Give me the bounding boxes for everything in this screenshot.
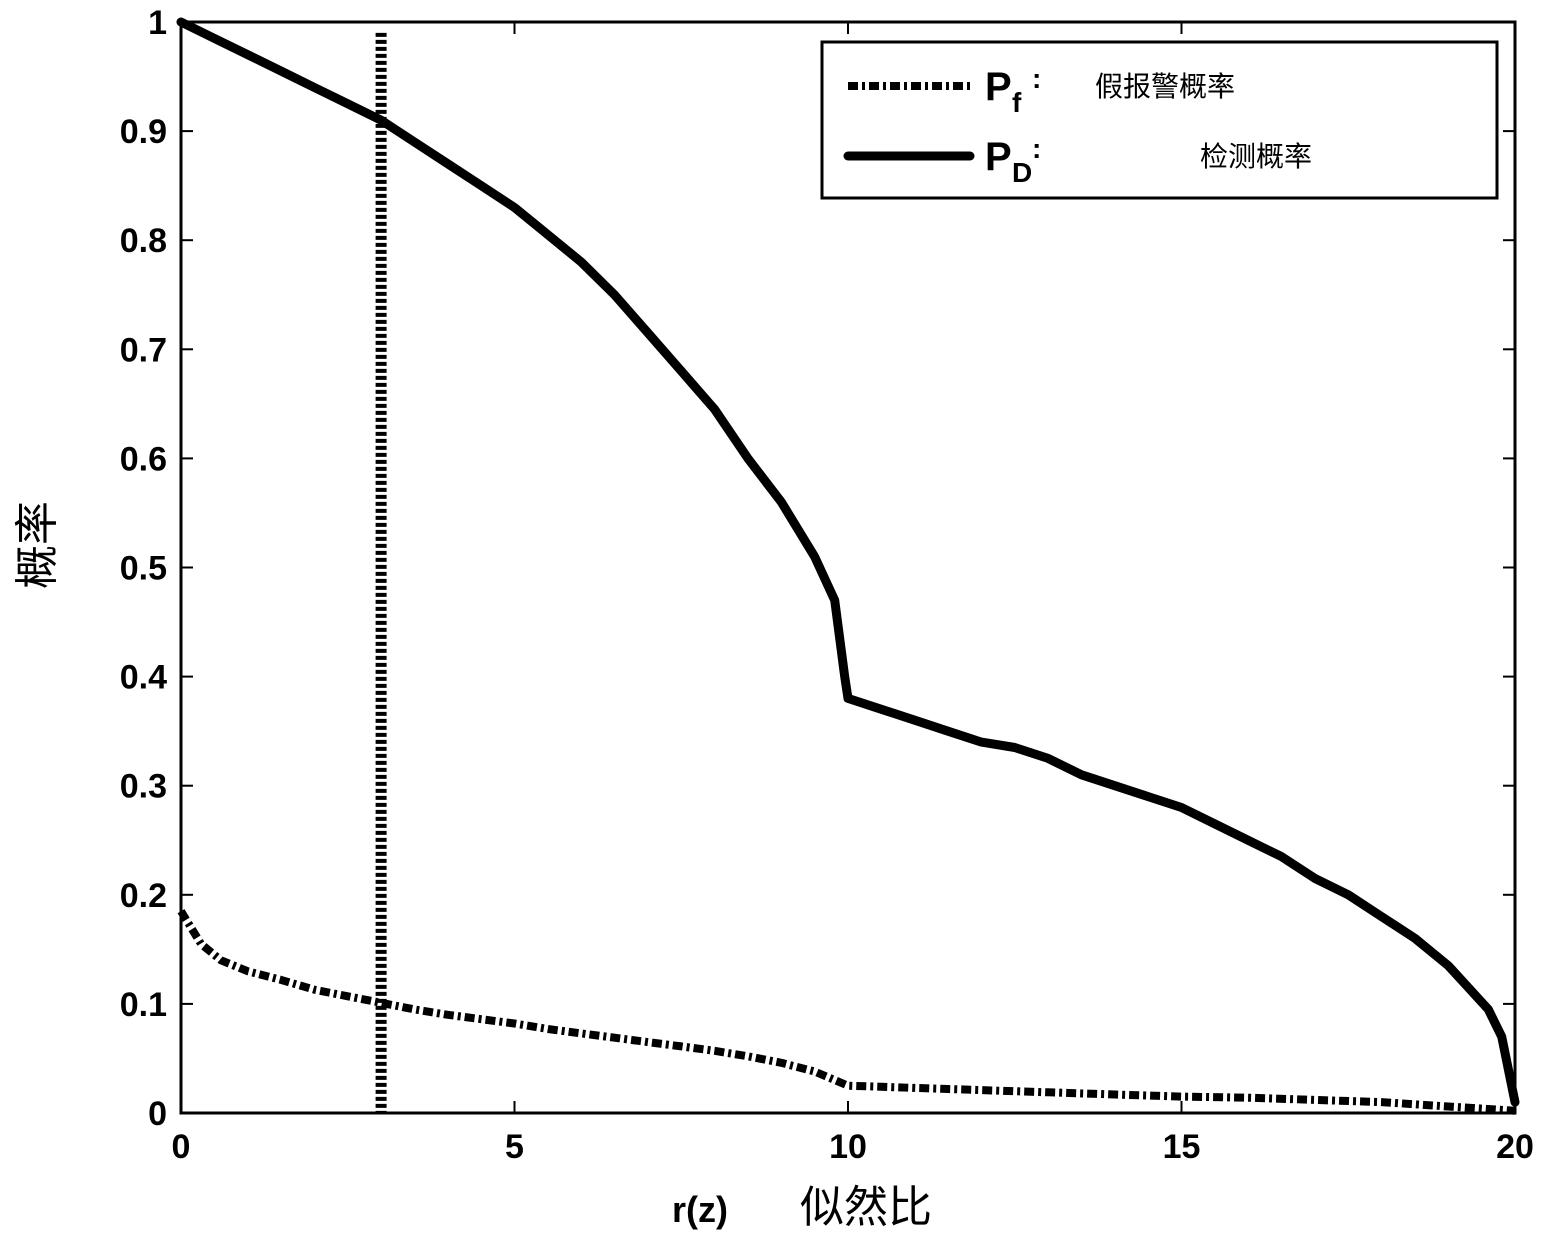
y-tick-label: 0.7 xyxy=(120,331,167,369)
series-line-f xyxy=(181,911,1515,1111)
x-tick-label: 10 xyxy=(829,1128,867,1166)
y-axis-label: 概率 xyxy=(12,501,63,589)
x-axis-label-cn: 似然比 xyxy=(800,1182,932,1233)
y-tick-label: 0 xyxy=(148,1095,167,1133)
y-tick-label: 0.4 xyxy=(120,659,167,697)
x-axis-label: r(z) xyxy=(672,1189,728,1230)
legend-description: 检测概率 xyxy=(1200,140,1312,173)
x-tick-label: 15 xyxy=(1163,1128,1201,1166)
legend-symbol: P xyxy=(985,65,1012,109)
y-tick-label: 0.2 xyxy=(120,877,167,915)
y-tick-label: 0.5 xyxy=(120,550,167,588)
y-tick-label: 0.9 xyxy=(120,113,167,151)
x-tick-label: 5 xyxy=(505,1128,524,1166)
legend-colon: : xyxy=(1032,63,1041,94)
x-tick-label: 20 xyxy=(1496,1128,1534,1166)
y-tick-label: 1 xyxy=(148,4,167,42)
y-tick-label: 0.8 xyxy=(120,222,167,260)
legend-subscript: f xyxy=(1012,87,1022,118)
legend: Pf:假报警概率PD:检测概率 xyxy=(822,42,1497,198)
legend-subscript: D xyxy=(1012,157,1032,188)
legend-colon: : xyxy=(1032,133,1041,164)
legend-description: 假报警概率 xyxy=(1095,70,1235,103)
y-tick-label: 0.3 xyxy=(120,768,167,806)
legend-symbol: P xyxy=(985,135,1012,179)
y-tick-label: 0.6 xyxy=(120,440,167,478)
legend-box xyxy=(822,42,1497,198)
x-tick-label: 0 xyxy=(172,1128,191,1166)
y-tick-label: 0.1 xyxy=(120,986,167,1024)
